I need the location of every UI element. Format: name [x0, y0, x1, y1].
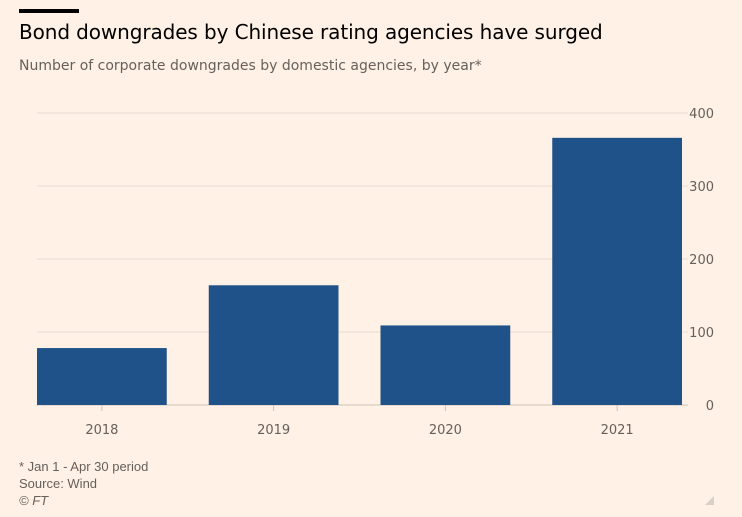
chart-title: Bond downgrades by Chinese rating agenci…	[19, 20, 603, 44]
y-tick-label: 400	[689, 107, 714, 122]
source-note: Source: Wind	[19, 476, 98, 491]
bar-2020	[380, 325, 511, 405]
bars	[37, 137, 682, 405]
chart-subtitle: Number of corporate downgrades by domest…	[19, 58, 482, 74]
y-tick-label: 100	[689, 326, 714, 341]
copyright-credit: © FT	[19, 493, 49, 508]
resize-grip-icon[interactable]	[705, 496, 714, 505]
x-axis: 2018 2019 2020 2021	[85, 405, 634, 438]
x-tick-label: 2019	[257, 423, 290, 438]
bar-2021	[552, 137, 682, 405]
ft-accent-bar	[19, 9, 79, 13]
bar-2018	[37, 348, 167, 405]
x-tick-label: 2021	[601, 423, 634, 438]
y-tick-label: 0	[706, 399, 714, 414]
y-axis: 0 100 200 300 400	[689, 107, 714, 414]
x-tick-label: 2020	[429, 423, 462, 438]
y-tick-label: 300	[689, 180, 714, 195]
footnote: * Jan 1 - Apr 30 period	[19, 459, 149, 474]
y-tick-label: 200	[689, 253, 714, 268]
bar-2019	[208, 285, 339, 405]
x-tick-label: 2018	[85, 423, 118, 438]
